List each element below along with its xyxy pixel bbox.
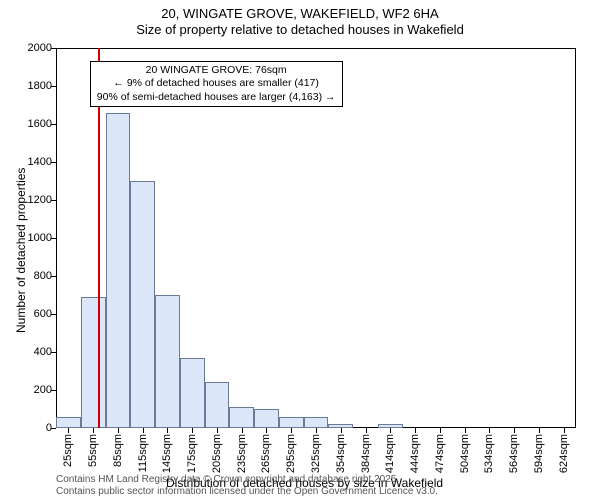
footer-line2: Contains public sector information licen… [56, 486, 438, 498]
y-tick-label: 1400 [28, 156, 52, 168]
y-tick-label: 1200 [28, 194, 52, 206]
x-tick-label: 414sqm [384, 434, 396, 473]
chart-title-block: 20, WINGATE GROVE, WAKEFIELD, WF2 6HA Si… [0, 0, 600, 39]
x-tick-label: 85sqm [112, 434, 124, 467]
x-tick-label: 564sqm [508, 434, 520, 473]
y-tick-label: 1000 [28, 232, 52, 244]
x-tick-label: 55sqm [87, 434, 99, 467]
x-tick-label: 235sqm [236, 434, 248, 473]
chart-title-line1: 20, WINGATE GROVE, WAKEFIELD, WF2 6HA [0, 6, 600, 22]
y-tick-label: 1800 [28, 80, 52, 92]
y-tick-mark [51, 276, 56, 277]
annotation-line1: 20 WINGATE GROVE: 76sqm [97, 64, 336, 77]
x-tick-label: 145sqm [161, 434, 173, 473]
x-tick-label: 444sqm [409, 434, 421, 473]
histogram-bar [328, 424, 353, 428]
y-tick-mark [51, 390, 56, 391]
x-tick-mark [217, 428, 218, 433]
x-tick-mark [415, 428, 416, 433]
histogram-bar [378, 424, 403, 428]
histogram-bar [229, 407, 254, 428]
chart-plot-area: 020040060080010001200140016001800200025s… [56, 48, 576, 428]
x-tick-mark [341, 428, 342, 433]
x-tick-mark [143, 428, 144, 433]
y-tick-label: 200 [34, 384, 52, 396]
x-tick-mark [440, 428, 441, 433]
x-tick-mark [266, 428, 267, 433]
x-tick-mark [93, 428, 94, 433]
histogram-bar [155, 295, 180, 428]
x-tick-mark [564, 428, 565, 433]
histogram-bar [254, 409, 279, 428]
annotation-line3: 90% of semi-detached houses are larger (… [97, 91, 336, 104]
x-tick-mark [489, 428, 490, 433]
y-axis-label: Number of detached properties [14, 168, 28, 333]
y-tick-mark [51, 238, 56, 239]
x-tick-mark [167, 428, 168, 433]
histogram-bar [279, 417, 304, 428]
x-tick-label: 265sqm [260, 434, 272, 473]
y-tick-label: 600 [34, 308, 52, 320]
footer-line1: Contains HM Land Registry data © Crown c… [56, 474, 438, 486]
y-tick-mark [51, 86, 56, 87]
histogram-bar [205, 382, 230, 428]
y-tick-mark [51, 162, 56, 163]
x-tick-label: 534sqm [483, 434, 495, 473]
x-tick-label: 384sqm [360, 434, 372, 473]
annotation-box: 20 WINGATE GROVE: 76sqm← 9% of detached … [90, 61, 343, 106]
x-tick-mark [316, 428, 317, 433]
x-tick-mark [68, 428, 69, 433]
x-tick-mark [192, 428, 193, 433]
x-tick-label: 175sqm [186, 434, 198, 473]
y-tick-mark [51, 314, 56, 315]
x-tick-label: 474sqm [434, 434, 446, 473]
y-tick-label: 2000 [28, 42, 52, 54]
histogram-bar [180, 358, 205, 428]
y-tick-mark [51, 124, 56, 125]
annotation-line2: ← 9% of detached houses are smaller (417… [97, 77, 336, 90]
x-tick-mark [465, 428, 466, 433]
y-tick-label: 400 [34, 346, 52, 358]
x-tick-mark [539, 428, 540, 433]
y-tick-mark [51, 352, 56, 353]
y-tick-mark [51, 428, 56, 429]
x-tick-label: 504sqm [459, 434, 471, 473]
x-tick-mark [366, 428, 367, 433]
x-tick-label: 115sqm [137, 434, 149, 472]
histogram-bar [304, 417, 329, 428]
y-tick-mark [51, 48, 56, 49]
histogram-bar [81, 297, 106, 428]
x-tick-mark [514, 428, 515, 433]
x-tick-label: 325sqm [310, 434, 322, 473]
x-tick-label: 205sqm [211, 434, 223, 473]
y-tick-mark [51, 200, 56, 201]
histogram-bar [106, 113, 131, 428]
x-tick-mark [291, 428, 292, 433]
x-tick-label: 594sqm [533, 434, 545, 473]
x-tick-label: 25sqm [62, 434, 74, 467]
histogram-bar [56, 417, 81, 428]
x-tick-mark [390, 428, 391, 433]
x-tick-label: 295sqm [285, 434, 297, 473]
footer-attribution: Contains HM Land Registry data © Crown c… [56, 474, 438, 498]
histogram-bar [130, 181, 155, 428]
x-tick-label: 354sqm [335, 434, 347, 473]
x-tick-mark [118, 428, 119, 433]
y-tick-label: 1600 [28, 118, 52, 130]
x-tick-mark [242, 428, 243, 433]
x-tick-label: 624sqm [558, 434, 570, 473]
chart-title-line2: Size of property relative to detached ho… [0, 22, 600, 38]
y-tick-label: 800 [34, 270, 52, 282]
